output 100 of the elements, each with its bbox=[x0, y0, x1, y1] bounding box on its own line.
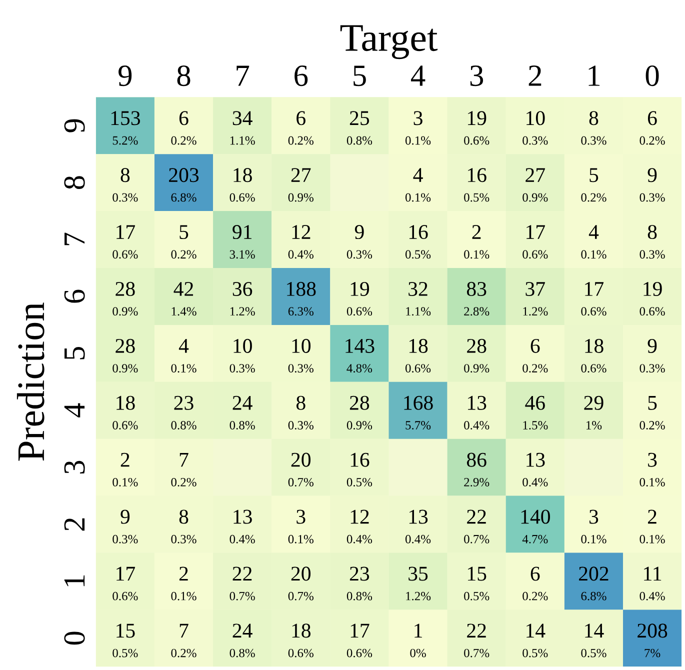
data-label: 28 bbox=[350, 396, 370, 410]
data-label: 46 bbox=[525, 396, 545, 410]
annotation: 0.1% bbox=[640, 534, 665, 544]
data-label: 2 bbox=[648, 510, 656, 524]
annotation: 0.6% bbox=[112, 250, 138, 259]
annotation: 0.1% bbox=[112, 478, 138, 486]
data-label: 19 bbox=[468, 111, 486, 126]
annotation: 0.4% bbox=[640, 592, 665, 600]
data-label: 8 bbox=[296, 396, 306, 410]
data-label: 3 bbox=[590, 510, 598, 524]
annotation: 0.6% bbox=[288, 648, 314, 658]
data-label: 10 bbox=[292, 338, 311, 353]
data-label: 4 bbox=[413, 168, 423, 182]
annotation: 0.7% bbox=[230, 592, 255, 600]
data-label: 5 bbox=[590, 168, 598, 182]
annotation: 0.9% bbox=[522, 193, 548, 202]
annotation: 0.4% bbox=[346, 534, 372, 544]
data-label: 6 bbox=[530, 338, 540, 353]
data-label: 7 bbox=[180, 624, 188, 638]
data-label: 28 bbox=[116, 282, 135, 296]
x-tick-label: 0 bbox=[646, 65, 659, 86]
data-label: 202 bbox=[579, 566, 608, 581]
annotation: 0.1% bbox=[405, 136, 431, 145]
data-label: 188 bbox=[287, 282, 316, 296]
data-label: 17 bbox=[350, 624, 370, 638]
annotation: 0.1% bbox=[640, 478, 665, 486]
annotation: 0.6% bbox=[581, 307, 606, 316]
data-label: 11 bbox=[644, 566, 662, 581]
data-label: 23 bbox=[350, 566, 370, 581]
annotation: 0.5% bbox=[522, 648, 548, 658]
data-label: 29 bbox=[584, 396, 604, 410]
annotation: 1% bbox=[586, 421, 602, 430]
annotation: 0.1% bbox=[171, 592, 196, 600]
data-label: 13 bbox=[526, 452, 545, 467]
data-label: 34 bbox=[232, 111, 252, 126]
annotation: 0.3% bbox=[640, 364, 665, 373]
data-label: 12 bbox=[350, 510, 369, 524]
annotation: 0.4% bbox=[230, 534, 255, 544]
data-label: 1 bbox=[414, 624, 422, 638]
data-label: 28 bbox=[116, 338, 135, 353]
data-label: 9 bbox=[648, 168, 657, 182]
annotation: 0.3% bbox=[230, 364, 255, 373]
x-tick-label: 5 bbox=[354, 66, 366, 86]
data-label: 203 bbox=[169, 168, 199, 182]
data-label: 20 bbox=[291, 566, 311, 581]
annotation: 4.8% bbox=[346, 364, 372, 373]
annotation: 0.6% bbox=[112, 421, 138, 430]
data-label: 2 bbox=[120, 452, 130, 467]
annotation: 0.2% bbox=[581, 193, 606, 202]
x-tick-label: 1 bbox=[588, 66, 600, 86]
annotation: 0.3% bbox=[346, 250, 372, 259]
annotation: 0.8% bbox=[230, 648, 255, 658]
annotation: 0.4% bbox=[464, 421, 490, 430]
data-label: 4 bbox=[178, 339, 189, 353]
annotation: 4.7% bbox=[522, 534, 548, 544]
annotation: 1.2% bbox=[523, 307, 548, 316]
x-tick-label: 9 bbox=[118, 66, 132, 86]
data-label: 3 bbox=[648, 452, 657, 467]
data-label: 25 bbox=[350, 111, 370, 126]
data-label: 14 bbox=[585, 624, 604, 638]
annotation: 1.5% bbox=[523, 421, 548, 430]
x-tick-label: 3 bbox=[470, 66, 484, 86]
annotation: 0.5% bbox=[464, 592, 490, 600]
annotation: 0.9% bbox=[288, 193, 314, 202]
annotation: 0.6% bbox=[112, 592, 138, 600]
annotation: 0.3% bbox=[522, 136, 548, 145]
data-label: 5 bbox=[180, 225, 188, 240]
y-tick-label: 1 bbox=[64, 575, 85, 586]
data-label: 10 bbox=[234, 338, 252, 353]
annotation: 0.4% bbox=[288, 250, 314, 259]
annotation: 0.7% bbox=[288, 592, 314, 600]
annotation: 1.4% bbox=[172, 307, 196, 316]
annotation: 6.8% bbox=[171, 193, 196, 202]
annotation: 0.5% bbox=[405, 250, 431, 259]
data-label: 16 bbox=[350, 452, 370, 467]
annotation: 5.7% bbox=[406, 421, 431, 430]
data-label: 37 bbox=[526, 282, 545, 296]
x-tick-label: 6 bbox=[294, 66, 308, 86]
data-label: 168 bbox=[404, 396, 433, 410]
annotation: 0.1% bbox=[288, 534, 314, 544]
annotation: 0.3% bbox=[640, 250, 665, 259]
annotation: 1.2% bbox=[230, 307, 255, 316]
data-label: 27 bbox=[291, 168, 311, 182]
data-label: 91 bbox=[232, 225, 252, 240]
data-label: 13 bbox=[234, 510, 252, 524]
data-label: 8 bbox=[120, 168, 130, 182]
x-tick-label: 2 bbox=[528, 66, 542, 86]
annotation: 0.6% bbox=[346, 307, 372, 316]
annotation: 0.9% bbox=[112, 364, 138, 373]
annotation: 1.1% bbox=[406, 307, 431, 316]
data-label: 8 bbox=[589, 111, 598, 126]
data-label: 9 bbox=[354, 225, 364, 240]
annotation: 0.6% bbox=[522, 250, 548, 259]
data-label: 32 bbox=[408, 282, 428, 296]
y-tick-label: 7 bbox=[64, 232, 85, 246]
data-label: 22 bbox=[467, 624, 486, 638]
annotation: 3.1% bbox=[230, 250, 255, 259]
annotation: 0.8% bbox=[346, 592, 372, 600]
data-label: 35 bbox=[408, 566, 428, 581]
annotation: 0.8% bbox=[346, 136, 372, 145]
